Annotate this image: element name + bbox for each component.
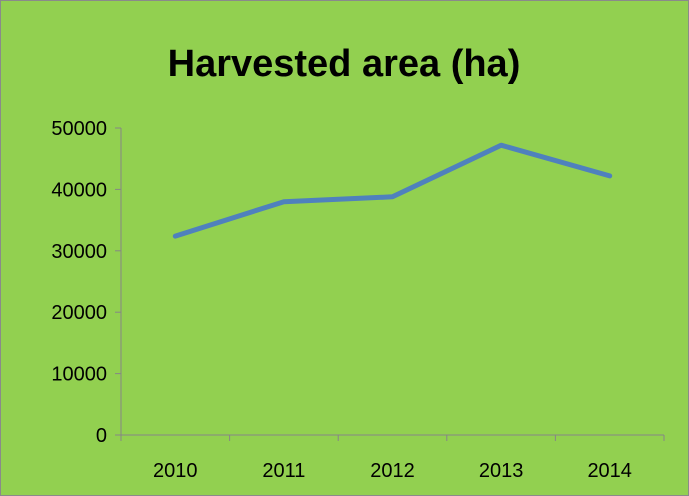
series-line — [172, 142, 613, 239]
series-group — [172, 142, 613, 239]
y-axis-ticks: 0 10000 20000 30000 40000 50000 — [51, 118, 121, 447]
chart-title: Harvested area (ha) — [168, 43, 521, 85]
x-tick-label: 2011 — [262, 460, 305, 482]
x-axis-ticks: 2010 2011 2012 2013 2014 — [120, 435, 665, 482]
x-tick-label: 2014 — [587, 460, 632, 482]
y-tick-label: 50000 — [51, 118, 107, 140]
y-tick-label: 10000 — [51, 364, 107, 386]
x-tick-label: 2012 — [370, 460, 415, 482]
y-tick-label: 20000 — [51, 302, 107, 324]
y-tick-label: 30000 — [51, 241, 107, 263]
y-tick-label: 0 — [96, 425, 107, 447]
x-tick-label: 2010 — [153, 460, 198, 482]
y-tick-label: 40000 — [51, 179, 107, 201]
x-tick-label: 2013 — [479, 460, 524, 482]
